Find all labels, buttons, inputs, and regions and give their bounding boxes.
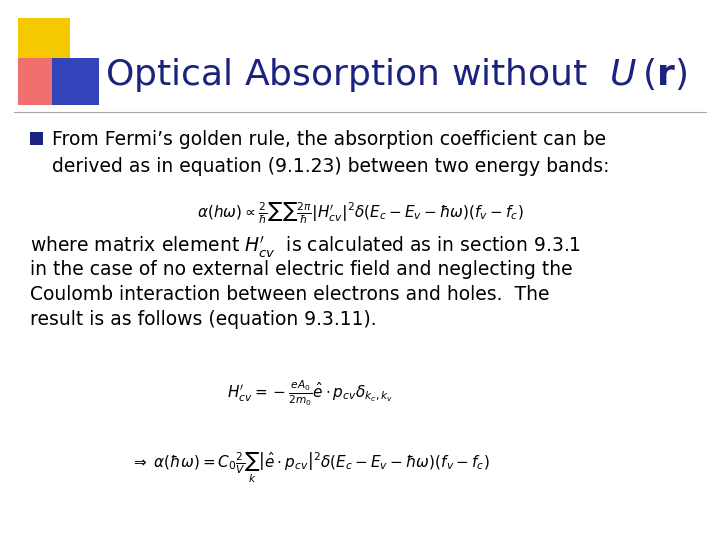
Bar: [18, 18, 70, 70]
Text: From Fermi’s golden rule, the absorption coefficient can be
derived as in equati: From Fermi’s golden rule, the absorption…: [52, 130, 610, 176]
Text: result is as follows (equation 9.3.11).: result is as follows (equation 9.3.11).: [30, 310, 377, 329]
Text: in the case of no external electric field and neglecting the: in the case of no external electric fiel…: [30, 260, 572, 279]
Text: Optical Absorption without  $U\,(\mathbf{r})$: Optical Absorption without $U\,(\mathbf{…: [105, 56, 687, 94]
Bar: [30, 132, 43, 145]
Text: Coulomb interaction between electrons and holes.  The: Coulomb interaction between electrons an…: [30, 285, 549, 304]
Bar: [18, 58, 65, 105]
Text: $H_{cv}' = -\frac{eA_0}{2m_0}\hat{e}\cdot p_{cv}\delta_{k_c,k_v}$: $H_{cv}' = -\frac{eA_0}{2m_0}\hat{e}\cdo…: [227, 379, 393, 408]
Text: $\alpha(h\omega) \propto \frac{2}{\hbar}\sum\sum\frac{2\pi}{\hbar}\left|H_{cv}'\: $\alpha(h\omega) \propto \frac{2}{\hbar}…: [197, 200, 523, 226]
Bar: [52, 58, 99, 105]
Text: where matrix element $H_{cv}'$  is calculated as in section 9.3.1: where matrix element $H_{cv}'$ is calcul…: [30, 235, 581, 260]
Text: $\Rightarrow\; \alpha(\hbar\omega) = C_0\frac{2}{V}\sum_{k}\left|\hat{e}\cdot p_: $\Rightarrow\; \alpha(\hbar\omega) = C_0…: [130, 451, 490, 485]
